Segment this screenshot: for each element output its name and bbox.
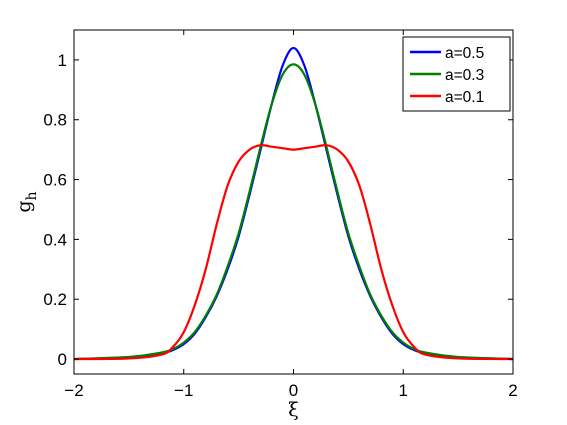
- y-axis-label: gh: [13, 191, 40, 212]
- legend-label: a=0.3: [445, 67, 484, 84]
- y-tick-label: 0.4: [43, 230, 67, 249]
- y-tick-label: 0.6: [43, 171, 67, 190]
- series-layer: [73, 46, 514, 361]
- y-tick-label: 0.8: [43, 111, 67, 130]
- series-line-a-0-3: [73, 63, 514, 361]
- y-tick-label: 1: [58, 51, 67, 70]
- x-tick-label: 0: [289, 381, 298, 400]
- x-tick-label: −2: [64, 381, 83, 400]
- legend: a=0.5 a=0.3 a=0.1: [402, 36, 511, 112]
- y-axis-label-subscript: h: [24, 191, 40, 200]
- series-line-a-0-1: [73, 143, 514, 361]
- x-axis-label: ξ: [288, 399, 298, 421]
- y-tick-label: 0: [58, 350, 67, 369]
- x-tick-label: −1: [174, 381, 193, 400]
- y-tick-label: 0.2: [43, 290, 67, 309]
- y-axis-label-main: g: [13, 200, 35, 212]
- x-tick-label: 1: [399, 381, 408, 400]
- x-tick-label: 2: [508, 381, 517, 400]
- legend-label: a=0.1: [445, 89, 484, 106]
- ticks-layer: −2 −1 0 1 2 0 0.2 0.4 0.6 0.8 1: [43, 30, 518, 400]
- legend-label: a=0.5: [445, 45, 484, 62]
